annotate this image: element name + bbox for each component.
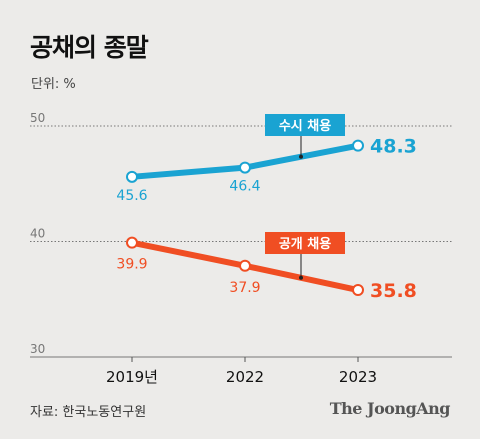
data-label: 37.9 [229, 280, 260, 296]
legend-box [265, 114, 345, 136]
y-tick-label: 30 [30, 342, 45, 356]
data-point [352, 139, 364, 152]
legend-label: 공개 채용 [279, 236, 331, 252]
data-point [126, 170, 138, 183]
unit-label: 단위: % [31, 77, 76, 92]
y-tick-label: 50 [30, 111, 45, 125]
x-tick-label: 2023 [339, 368, 377, 386]
chart-title: 공채의 종말 [30, 33, 149, 62]
data-label: 45.6 [116, 188, 147, 204]
publisher-logo: The JoongAng [329, 399, 451, 418]
data-point [239, 161, 251, 174]
data-label: 35.8 [370, 280, 417, 302]
legend-box [265, 232, 345, 254]
legend-pointer-dot [299, 154, 303, 159]
legend-pointer-dot [299, 275, 303, 280]
legend-label: 수시 채용 [279, 118, 331, 134]
y-tick-label: 40 [30, 227, 45, 241]
data-point [126, 236, 138, 249]
x-tick-label: 2019년 [106, 368, 158, 386]
data-point [239, 259, 251, 272]
data-label: 46.4 [229, 179, 260, 195]
x-tick-label: 2022 [226, 368, 264, 386]
data-label: 39.9 [116, 257, 147, 273]
data-point [352, 284, 364, 297]
source-note: 자료: 한국노동연구원 [30, 405, 147, 420]
data-label: 48.3 [370, 136, 417, 158]
